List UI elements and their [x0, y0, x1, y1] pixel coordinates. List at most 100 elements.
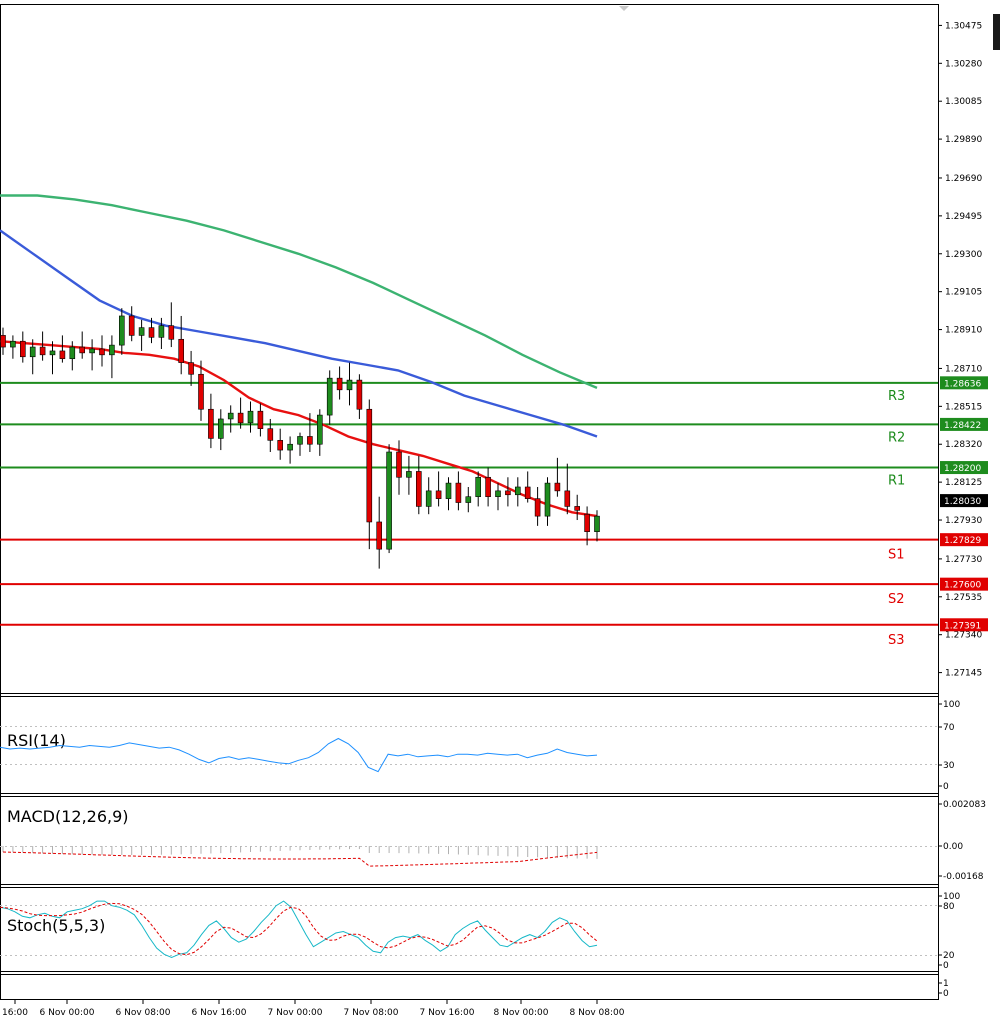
- candle-body: [109, 344, 115, 356]
- candle-body: [10, 340, 16, 348]
- pane-tick-label: 0: [943, 961, 949, 971]
- pane-tick-label: 0.00: [943, 842, 963, 852]
- level-tag-s1: [940, 533, 988, 547]
- candle-body: [267, 428, 274, 441]
- level-value-r1: 1.28200: [944, 464, 981, 474]
- pane-tick-label: 0.002083: [943, 800, 986, 810]
- candle-body: [594, 515, 600, 532]
- macd-pane: MACD(12,26,9) 0.002083 0.00 -0.00168: [0, 800, 986, 882]
- candle-body: [524, 486, 531, 499]
- rsi-line: [0, 737, 598, 773]
- candle-body: [257, 410, 264, 429]
- level-name-s3: S3: [888, 633, 905, 648]
- candle-body: [287, 443, 293, 451]
- price-tick-label: 1.28125: [945, 478, 982, 488]
- price-tick-label: 1.30475: [945, 21, 982, 31]
- macd-label: MACD(12,26,9): [7, 807, 129, 826]
- price-tick-label: 1.28320: [945, 440, 982, 450]
- candle-body: [307, 436, 313, 445]
- candle-body: [346, 379, 353, 391]
- time-tick-label: 6 Nov 16:00: [192, 1008, 247, 1018]
- candle-body: [119, 315, 125, 346]
- pane-tick-label: 80: [943, 902, 955, 912]
- panel-tab-icon[interactable]: [993, 14, 1000, 50]
- current-price-label: 1.28030: [944, 497, 981, 507]
- time-tick-label: 7 Nov 08:00: [344, 1008, 399, 1018]
- candle-body: [564, 490, 571, 507]
- stoch-label: Stoch(5,5,3): [7, 916, 105, 935]
- candle-body: [465, 496, 472, 503]
- candle-body: [425, 490, 432, 507]
- candle-body: [435, 490, 442, 499]
- price-tick-label: 1.28515: [945, 402, 982, 412]
- candle-body: [39, 346, 46, 356]
- candle-body: [356, 379, 363, 410]
- level-name-s1: S1: [888, 548, 905, 563]
- candlesticks: [0, 302, 600, 569]
- price-tick-label: 1.29300: [945, 250, 982, 260]
- candle-body: [0, 335, 6, 348]
- candle-body: [29, 346, 36, 358]
- price-tick-label: 1.29890: [945, 135, 982, 145]
- current-price-tag: 1.28030: [940, 494, 988, 508]
- time-tick-label: 8 Nov 00:00: [494, 1008, 549, 1018]
- candle-body: [178, 338, 184, 363]
- candle-body: [188, 362, 194, 375]
- candle-body: [376, 521, 383, 550]
- level-tag-s2: [940, 577, 988, 591]
- level-tag-s3: [940, 618, 988, 632]
- time-tick-label: 16:00: [2, 1008, 28, 1018]
- level-value-r3: 1.28636: [944, 379, 981, 389]
- pane-tick-label: 1: [943, 979, 949, 989]
- candle-body: [485, 476, 491, 498]
- price-tick-label: 1.27535: [945, 593, 982, 603]
- level-value-r2: 1.28422: [944, 421, 981, 431]
- scroll-marker-icon[interactable]: [619, 6, 629, 11]
- candle-body: [168, 325, 175, 340]
- candle-body: [554, 482, 561, 492]
- candle-body: [79, 346, 85, 354]
- candle-body: [445, 482, 452, 499]
- candle-body: [415, 471, 422, 507]
- level-value-s3: 1.27391: [944, 621, 981, 631]
- price-tick-label: 1.29690: [945, 174, 982, 184]
- candle-body: [386, 451, 392, 550]
- time-tick-label: 7 Nov 00:00: [268, 1008, 323, 1018]
- level-name-r3: R3: [888, 389, 905, 404]
- candle-body: [99, 348, 105, 356]
- pane-tick-label: 20: [943, 951, 955, 961]
- level-name-r1: R1: [888, 474, 905, 489]
- pivot-levels: 1.28636 R3 1.28422 R2 1.28200 R1 1.27829 S1 1.27…: [0, 376, 988, 648]
- pane-tick-label: 100: [943, 700, 960, 710]
- candle-body: [277, 440, 284, 451]
- candle-body: [69, 346, 76, 360]
- candle-body: [148, 327, 155, 338]
- level-name-s2: S2: [888, 592, 905, 607]
- level-tag-r2: [940, 417, 988, 431]
- price-tick-label: 1.29105: [945, 288, 982, 298]
- stoch-signal-line: [0, 902, 598, 956]
- candle-body: [475, 476, 482, 498]
- candle-body: [227, 412, 234, 420]
- candle-body: [198, 373, 204, 410]
- time-tick-label: 6 Nov 08:00: [116, 1008, 171, 1018]
- level-name-r2: R2: [888, 430, 905, 445]
- price-tick-label: 1.27930: [945, 516, 982, 526]
- price-tick-label: 1.28910: [945, 326, 982, 336]
- price-tick-label: 1.27145: [945, 669, 982, 679]
- candle-body: [19, 340, 26, 358]
- candle-body: [336, 377, 343, 391]
- candle-body: [138, 327, 145, 336]
- level-value-s1: 1.27829: [944, 536, 981, 546]
- level-tag-r3: [940, 376, 988, 390]
- candle-body: [505, 490, 511, 496]
- candle-body: [218, 418, 224, 439]
- candle-body: [158, 325, 165, 338]
- macd-histogram: [2, 846, 598, 859]
- price-tick-label: 1.27340: [945, 631, 982, 641]
- candle-body: [326, 377, 333, 416]
- time-tick-label: 6 Nov 00:00: [40, 1008, 95, 1018]
- candle-body: [584, 513, 590, 532]
